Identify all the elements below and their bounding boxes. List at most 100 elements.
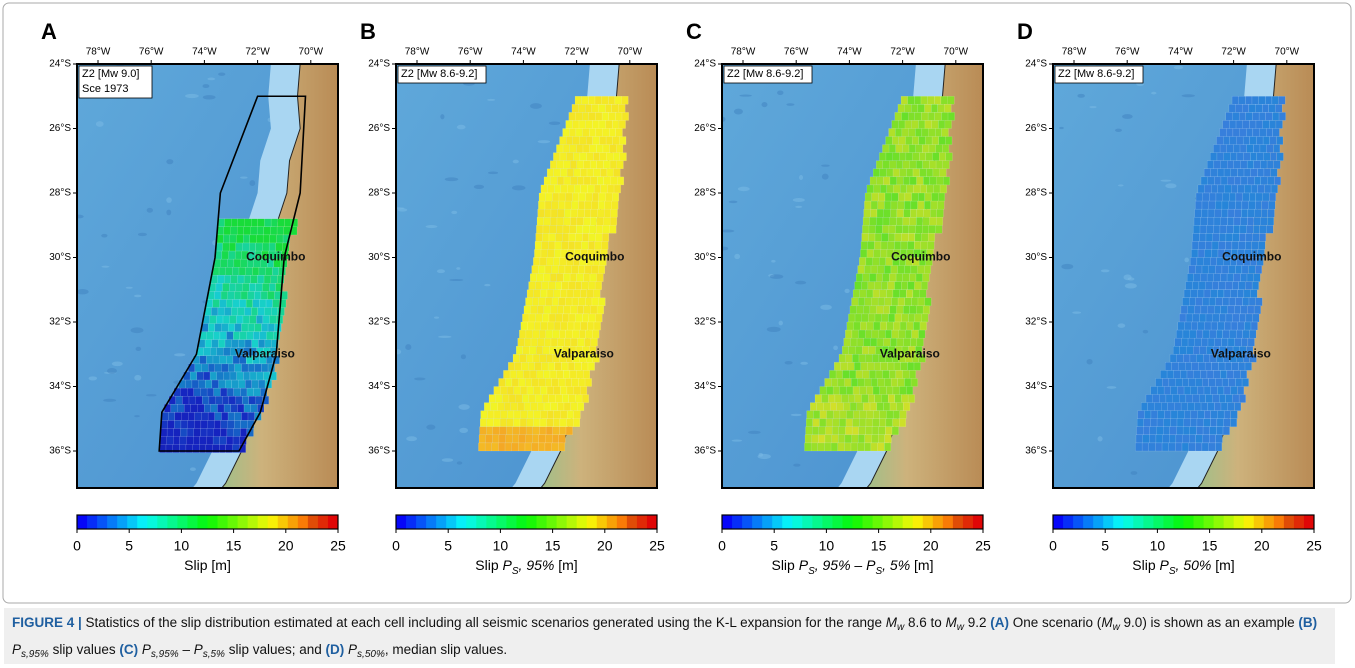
slip-cell [832, 426, 839, 436]
slip-cell [930, 208, 937, 218]
slip-cell [1189, 426, 1197, 436]
slip-cell [570, 305, 578, 315]
slip-cell [1197, 289, 1205, 298]
slip-cell [902, 217, 910, 226]
slip-cell [819, 410, 827, 419]
slip-cell [224, 307, 232, 316]
slip-cell [1187, 305, 1195, 315]
slip-cell [487, 410, 495, 419]
slip-cell [1241, 200, 1249, 210]
slip-cell [1235, 265, 1243, 274]
slip-cell [868, 233, 876, 242]
lon-label: 76°W [784, 47, 809, 58]
slip-cell [1217, 184, 1225, 194]
slip-cell [582, 144, 590, 153]
slip-cell [580, 289, 588, 298]
slip-cell [1188, 265, 1196, 274]
slip-cell [1193, 225, 1201, 234]
slip-cell [1144, 410, 1152, 419]
slip-cell [593, 321, 601, 331]
slip-cell [1243, 168, 1251, 178]
slip-cell [486, 426, 494, 436]
slip-cell [900, 184, 907, 194]
slip-cell [589, 160, 597, 169]
lon-label: 78°W [86, 47, 111, 58]
slip-cell [543, 217, 551, 226]
slip-cell [902, 273, 910, 282]
slip-cell [234, 323, 242, 332]
slip-cell [517, 402, 525, 411]
slip-cell [909, 305, 917, 315]
slip-cell [559, 152, 567, 161]
place-name: Coquimbo [565, 250, 624, 264]
slip-cell [1271, 96, 1279, 105]
slip-cell [1220, 305, 1228, 315]
slip-cell [885, 426, 893, 436]
seafloor-relief [434, 316, 440, 319]
slip-cell [537, 402, 545, 411]
slip-cell [217, 307, 225, 316]
slip-cell [904, 265, 912, 274]
slip-cell [1231, 96, 1239, 105]
slip-cell [1260, 176, 1268, 186]
seafloor-relief [795, 205, 803, 208]
slip-cell [254, 323, 262, 332]
slip-cell [186, 428, 194, 437]
slip-cell [831, 434, 839, 444]
slip-cell [576, 217, 584, 226]
slip-cell [896, 337, 904, 347]
slip-cell [540, 289, 548, 298]
slip-cell [1204, 410, 1211, 419]
slip-cell [1221, 337, 1229, 347]
caption-part: s,5% [202, 649, 225, 660]
slip-cell [1219, 313, 1227, 323]
slip-cell [832, 386, 840, 395]
slip-cell [897, 104, 905, 113]
slip-cell [616, 160, 624, 169]
slip-cell [580, 321, 588, 331]
slip-cell [182, 396, 190, 405]
slip-cell [576, 160, 584, 169]
colorbar-step [782, 515, 793, 529]
slip-cell [1150, 418, 1158, 427]
caption-part: M [945, 615, 957, 630]
slip-cell [1162, 378, 1170, 387]
slip-cell [890, 200, 898, 210]
slip-cell [1228, 297, 1236, 307]
slip-cell [543, 402, 551, 411]
slip-cell [1238, 96, 1246, 105]
caption-part: s,50% [357, 649, 385, 660]
slip-cell [1227, 402, 1235, 411]
slip-cell [1190, 257, 1198, 266]
slip-cell [1214, 305, 1222, 315]
seafloor-relief [405, 344, 412, 351]
slip-cell [850, 442, 858, 452]
slip-cell [1175, 442, 1183, 452]
slip-cell [618, 120, 626, 129]
slip-cell [1202, 434, 1210, 444]
slip-cell [855, 370, 863, 379]
slip-cell [871, 426, 879, 436]
slip-cell [1226, 128, 1234, 137]
slip-cell [1200, 402, 1208, 411]
slip-cell [884, 378, 892, 387]
slip-cell [1181, 337, 1189, 347]
slip-cell [542, 233, 550, 242]
slip-cell [505, 378, 513, 387]
seafloor-relief [414, 377, 426, 381]
slip-cell [1177, 410, 1185, 419]
slip-cell [492, 426, 500, 436]
slip-cell [504, 402, 511, 411]
slip-cell [513, 418, 521, 427]
slip-cell [895, 370, 903, 379]
slip-cell [1155, 442, 1163, 452]
slip-cell [224, 275, 231, 284]
slip-cell [615, 128, 623, 137]
colorbar-tick-label: 15 [1202, 538, 1218, 554]
slip-cell [848, 394, 856, 403]
slip-cell [539, 354, 547, 363]
slip-cell [883, 176, 891, 186]
slip-cell [872, 289, 880, 298]
slip-cell [206, 428, 214, 437]
slip-cell [519, 426, 527, 436]
